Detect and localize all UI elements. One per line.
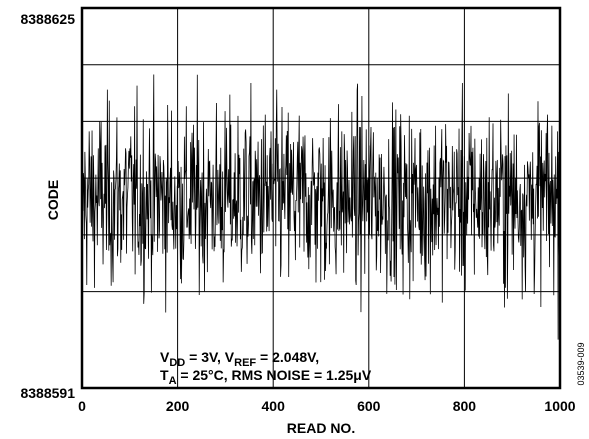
- annotation-line-1: VDD = 3V, VREF = 2.048V,: [160, 349, 319, 369]
- annotation-line-2: TA = 25°C, RMS NOISE = 1.25μV: [160, 367, 372, 387]
- y-axis-label: CODE: [45, 180, 61, 220]
- x-tick-200: 200: [166, 398, 190, 414]
- y-tick-bottom: 8388591: [20, 385, 75, 401]
- plot-frame: [80, 6, 562, 390]
- x-tick-600: 600: [357, 398, 381, 414]
- x-tick-0: 0: [78, 398, 86, 414]
- x-axis-label: READ NO.: [287, 420, 355, 436]
- x-tick-1000: 1000: [544, 398, 575, 414]
- y-tick-top: 8388625: [20, 11, 75, 27]
- series-noise-trace: [81, 74, 561, 340]
- x-tick-800: 800: [453, 398, 477, 414]
- x-tick-400: 400: [262, 398, 286, 414]
- figure-id: 03539-009: [576, 342, 586, 385]
